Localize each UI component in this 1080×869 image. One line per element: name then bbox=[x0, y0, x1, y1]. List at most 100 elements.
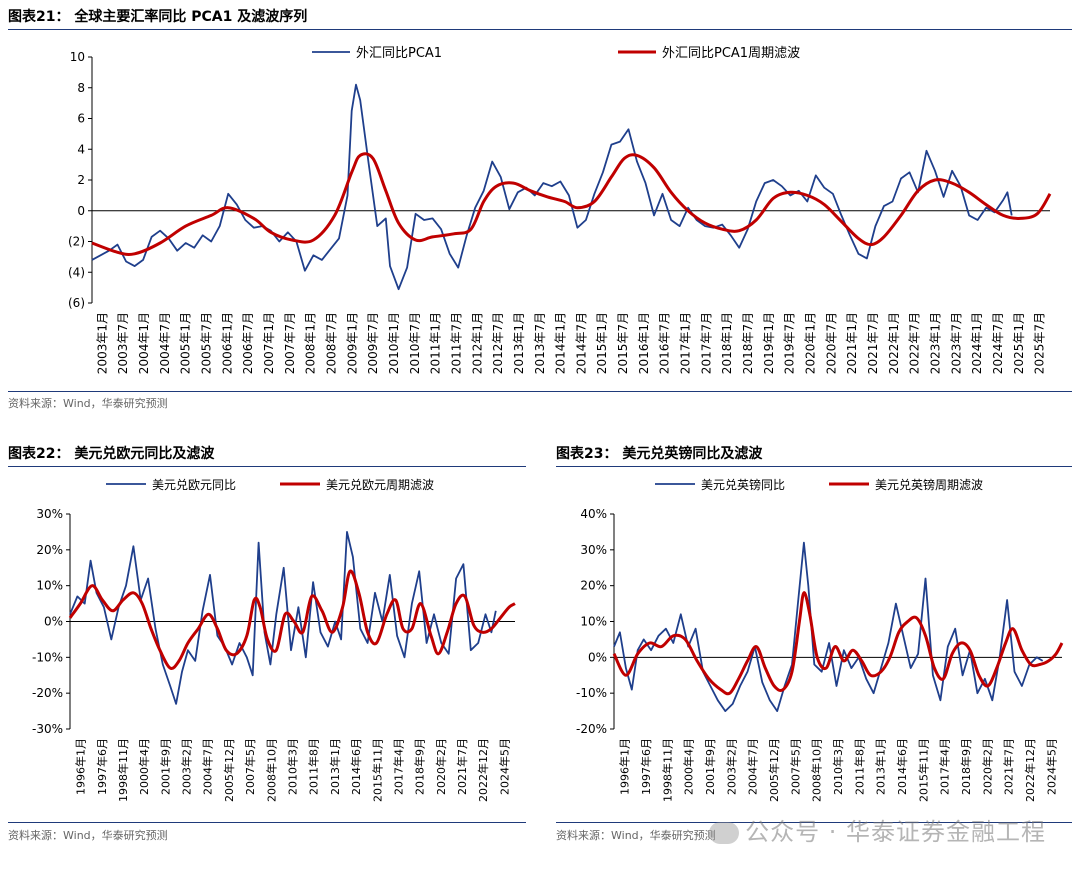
x-tick-label: 2024年1月 bbox=[970, 312, 984, 374]
x-tick-label: 2016年7月 bbox=[658, 312, 672, 374]
panel3-source-rule bbox=[556, 822, 1072, 823]
series-line-raw bbox=[91, 83, 1013, 291]
y-tick-label: (4) bbox=[68, 265, 85, 279]
y-tick-label: 30% bbox=[580, 543, 607, 557]
chart-1: 10 8 6 4 2 0 (2) (4) (6) 2003年1月 2003年7月 2004年1月 200… bbox=[68, 46, 1052, 374]
x-tick-label: 2019年1月 bbox=[762, 312, 776, 374]
legend-label-raw: 美元兑英镑同比 bbox=[701, 477, 785, 492]
x-tick-label: 2005年12月 bbox=[767, 738, 781, 802]
x-tick-label: 2004年7月 bbox=[201, 738, 215, 795]
x-tick-label: 2021年7月 bbox=[455, 738, 469, 795]
x-tick-label: 2013年1月 bbox=[328, 738, 342, 795]
x-tick-label: 2007年5月 bbox=[788, 738, 802, 795]
legend-label-raw: 美元兑欧元同比 bbox=[152, 478, 236, 492]
x-tick-label: 2014年1月 bbox=[554, 312, 568, 374]
x-tick-label: 2022年12月 bbox=[476, 738, 490, 802]
x-tick-label: 2007年7月 bbox=[283, 312, 297, 374]
x-tick-label: 2015年1月 bbox=[595, 312, 609, 374]
x-tick-label: 2005年1月 bbox=[179, 312, 193, 374]
x-tick-label: 2018年9月 bbox=[413, 738, 427, 795]
legend-label-filter: 美元兑英镑周期滤波 bbox=[875, 477, 983, 492]
x-tick-label: 2008年10月 bbox=[264, 738, 278, 802]
series-line-raw bbox=[69, 531, 497, 705]
x-tick-label: 2017年1月 bbox=[679, 312, 693, 374]
x-tick-label: 2006年1月 bbox=[220, 312, 234, 374]
x-tick-label: 2013年7月 bbox=[533, 312, 547, 374]
x-tick-label: 2018年1月 bbox=[720, 312, 734, 374]
x-tick-label: 2003年2月 bbox=[724, 738, 738, 795]
chart-2: 30% 20% 10% 0% -10% -20% -30% 1996年1月 1997年6月 199… bbox=[32, 478, 516, 802]
y-tick-label: 8 bbox=[77, 81, 85, 95]
x-tick-label: 2023年7月 bbox=[949, 312, 963, 374]
x-tick-label: 2025年1月 bbox=[1012, 312, 1026, 374]
y-tick-label: 30% bbox=[36, 507, 63, 521]
x-tick-label: 2012年7月 bbox=[491, 312, 505, 374]
x-tick-label: 2014年7月 bbox=[574, 312, 588, 374]
x-tick-label: 2015年7月 bbox=[616, 312, 630, 374]
y-tick-label: (6) bbox=[68, 296, 85, 310]
x-tick-label: 2011年1月 bbox=[429, 312, 443, 374]
x-tick-label: 2019年7月 bbox=[783, 312, 797, 374]
x-tick-label: 1998年11月 bbox=[660, 738, 674, 802]
y-tick-label: 10% bbox=[580, 615, 607, 629]
x-tick-label: 2010年3月 bbox=[286, 738, 300, 795]
x-tick-label: 2024年7月 bbox=[991, 312, 1005, 374]
x-tick-label: 2015年11月 bbox=[916, 738, 930, 802]
series-line-filter bbox=[91, 152, 1052, 256]
x-tick-label: 1997年6月 bbox=[95, 738, 109, 795]
x-tick-label: 2014年6月 bbox=[895, 738, 909, 795]
x-tick-label: 2022年12月 bbox=[1023, 738, 1037, 802]
x-tick-label: 2012年1月 bbox=[470, 312, 484, 374]
x-tick-label: 2018年7月 bbox=[741, 312, 755, 374]
x-tick-label: 2025年7月 bbox=[1033, 312, 1047, 374]
x-tick-label: 2017年4月 bbox=[938, 738, 952, 795]
panel3-source: 资料来源：Wind，华泰研究预测 bbox=[556, 829, 716, 842]
x-tick-label: 2004年7月 bbox=[158, 312, 172, 374]
x-tick-label: 2010年7月 bbox=[408, 312, 422, 374]
x-tick-label: 2011年8月 bbox=[852, 738, 866, 795]
x-tick-label: 2016年1月 bbox=[637, 312, 651, 374]
y-tick-label: 10 bbox=[70, 50, 85, 64]
y-tick-label: -30% bbox=[32, 722, 63, 736]
y-tick-label: -20% bbox=[32, 686, 63, 700]
x-tick-label: 2021年7月 bbox=[1002, 738, 1016, 795]
panel3-title: 图表23： 美元兑英镑同比及滤波 bbox=[556, 446, 763, 462]
y-tick-label: 20% bbox=[580, 579, 607, 593]
x-tick-label: 2011年7月 bbox=[449, 312, 463, 374]
x-tick-label: 2001年9月 bbox=[158, 738, 172, 795]
x-tick-label: 1996年1月 bbox=[618, 738, 632, 795]
panel3-top-rule bbox=[556, 466, 1072, 467]
x-tick-label: 2003年2月 bbox=[180, 738, 194, 795]
watermark-text: 公众号 · 华泰证券金融工程 bbox=[745, 818, 1046, 846]
series-line-filter bbox=[68, 569, 516, 670]
x-tick-label: 2018年9月 bbox=[959, 738, 973, 795]
y-tick-label: 0% bbox=[588, 650, 607, 664]
chart-3: 40% 30% 20% 10% 0% -10% -20% 1996年1月 1997年6月 1998… bbox=[576, 477, 1064, 802]
x-tick-label: 2008年7月 bbox=[325, 312, 339, 374]
x-tick-label: 2024年5月 bbox=[1044, 738, 1058, 795]
legend-label-filter: 外汇同比PCA1周期滤波 bbox=[662, 46, 800, 61]
x-tick-label: 2000年4月 bbox=[682, 738, 696, 795]
x-tick-label: 2017年4月 bbox=[391, 738, 405, 795]
x-tick-label: 2007年1月 bbox=[262, 312, 276, 374]
x-tick-label: 2004年7月 bbox=[746, 738, 760, 795]
series-line-raw bbox=[613, 541, 1044, 712]
y-tick-label: -10% bbox=[32, 650, 63, 664]
series-line-filter bbox=[612, 591, 1064, 696]
panel1-title: 图表21： 全球主要汇率同比 PCA1 及滤波序列 bbox=[8, 9, 308, 25]
panel2-top-rule bbox=[8, 466, 526, 467]
x-tick-label: 2023年1月 bbox=[928, 312, 942, 374]
y-tick-label: 2 bbox=[77, 173, 85, 187]
x-tick-label: 2008年10月 bbox=[810, 738, 824, 802]
x-tick-label: 2017年7月 bbox=[699, 312, 713, 374]
x-tick-label: 2020年2月 bbox=[980, 738, 994, 795]
x-tick-label: 2022年7月 bbox=[908, 312, 922, 374]
y-tick-label: -10% bbox=[576, 686, 607, 700]
panel1-source-rule bbox=[8, 391, 1072, 392]
watermark: 公众号 · 华泰证券金融工程 bbox=[709, 812, 1046, 847]
x-tick-label: 2011年8月 bbox=[307, 738, 321, 795]
x-tick-label: 1997年6月 bbox=[639, 738, 653, 795]
y-tick-label: 6 bbox=[77, 112, 85, 126]
x-tick-label: 1998年11月 bbox=[116, 738, 130, 802]
